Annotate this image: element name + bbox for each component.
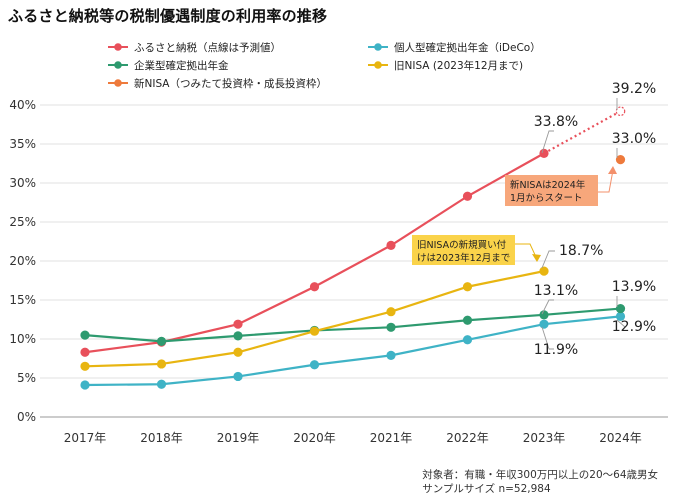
x-tick-label: 2024年 bbox=[599, 431, 642, 445]
annotation-text-line: 1月からスタート bbox=[510, 193, 583, 204]
data-point bbox=[156, 379, 167, 389]
data-label-leader bbox=[541, 130, 554, 154]
annotation-arrow-head bbox=[608, 166, 617, 174]
y-tick-label: 30% bbox=[9, 176, 36, 190]
x-tick-label: 2023年 bbox=[523, 431, 566, 445]
data-point bbox=[386, 240, 396, 250]
legend-label: 個人型確定拠出年金（iDeCo） bbox=[394, 41, 541, 54]
forecast-point bbox=[615, 106, 626, 117]
data-label-leader bbox=[541, 326, 554, 350]
data-label-leader bbox=[541, 299, 554, 315]
data-point bbox=[462, 335, 473, 345]
data-point bbox=[539, 319, 549, 329]
data-label: 18.7% bbox=[559, 243, 603, 259]
legend-label: 企業型確定拠出年金 bbox=[134, 59, 229, 72]
data-point bbox=[386, 350, 396, 360]
data-point bbox=[80, 361, 90, 371]
annotation-arrow bbox=[515, 243, 537, 258]
x-tick-label: 2021年 bbox=[370, 431, 413, 445]
series-line-2 bbox=[84, 307, 621, 343]
data-label: 33.0% bbox=[612, 131, 656, 147]
data-label: 39.2% bbox=[612, 81, 656, 97]
data-label: 11.9% bbox=[534, 342, 578, 358]
data-label-leader bbox=[541, 250, 555, 269]
series-line-1 bbox=[84, 315, 621, 387]
data-point bbox=[539, 310, 549, 320]
legend-swatch-dot bbox=[114, 79, 122, 87]
legend-label: 旧NISA (2023年12月まで) bbox=[394, 59, 523, 72]
data-point bbox=[615, 303, 626, 314]
annotation-arrow bbox=[598, 169, 614, 193]
data-point bbox=[80, 347, 90, 357]
data-point bbox=[233, 347, 243, 357]
data-point bbox=[233, 319, 243, 329]
y-tick-label: 15% bbox=[9, 293, 36, 307]
data-point bbox=[615, 311, 626, 321]
data-label: 33.8% bbox=[534, 114, 578, 130]
footer-target: 対象者：有職・年収300万円以上の20～64歳男女 bbox=[422, 469, 658, 481]
data-point bbox=[80, 330, 90, 340]
y-tick-label: 20% bbox=[9, 254, 36, 268]
data-label: 12.9% bbox=[612, 319, 656, 335]
x-tick-label: 2020年 bbox=[293, 431, 336, 445]
x-tick-label: 2017年 bbox=[64, 431, 107, 445]
y-tick-label: 35% bbox=[9, 137, 36, 151]
data-label-leader bbox=[616, 319, 626, 328]
footer-note: 対象者：有職・年収300万円以上の20～64歳男女 サンプルサイズ n=52,9… bbox=[422, 468, 658, 496]
data-point bbox=[156, 359, 167, 369]
annotation-text-line: 旧NISAの新規買い付 bbox=[417, 239, 507, 251]
legend-swatch-dot bbox=[374, 61, 382, 69]
data-point bbox=[615, 155, 626, 165]
annotation-box-old-nisa bbox=[412, 235, 515, 265]
data-label: 13.1% bbox=[534, 283, 578, 299]
y-tick-label: 10% bbox=[9, 332, 36, 346]
data-point bbox=[386, 322, 396, 332]
legend-label: 新NISA（つみたて投資枠・成長投資枠） bbox=[134, 77, 327, 90]
data-point bbox=[309, 282, 320, 292]
x-tick-label: 2022年 bbox=[446, 431, 489, 445]
data-label: 13.9% bbox=[612, 279, 656, 295]
y-tick-label: 25% bbox=[9, 215, 36, 229]
data-point bbox=[309, 326, 320, 336]
data-point bbox=[386, 307, 396, 317]
data-point bbox=[233, 331, 243, 341]
y-tick-label: 5% bbox=[17, 371, 36, 385]
annotation-text-line: けは2023年12月まで bbox=[417, 252, 510, 264]
annotation-text-line: 新NISAは2024年 bbox=[510, 179, 586, 191]
x-tick-label: 2018年 bbox=[140, 431, 183, 445]
y-tick-label: 40% bbox=[9, 98, 36, 112]
data-point bbox=[462, 315, 473, 325]
legend-label: ふるさと納税（点線は予測値） bbox=[134, 41, 281, 54]
data-point bbox=[462, 191, 473, 201]
y-tick-label: 0% bbox=[17, 410, 36, 424]
annotation-box-new-nisa bbox=[505, 175, 598, 206]
annotation-arrow-head bbox=[532, 254, 541, 262]
data-point bbox=[233, 371, 243, 382]
data-point bbox=[309, 360, 320, 370]
data-point bbox=[462, 282, 473, 292]
legend-swatch-dot bbox=[114, 43, 122, 51]
data-point bbox=[80, 380, 90, 390]
data-point bbox=[539, 266, 549, 276]
legend-swatch-dot bbox=[374, 43, 382, 51]
footer-sample: サンプルサイズ n=52,984 bbox=[422, 483, 551, 495]
chart-title: ふるさと納税等の税制優遇制度の利用率の推移 bbox=[8, 7, 328, 25]
data-point bbox=[156, 336, 167, 346]
legend-swatch-dot bbox=[114, 61, 122, 69]
x-tick-label: 2019年 bbox=[217, 431, 260, 445]
